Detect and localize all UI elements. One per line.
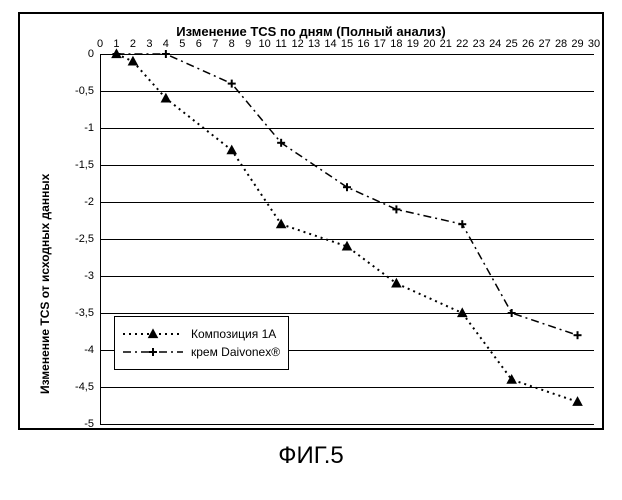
x-tick-label: 2	[130, 38, 136, 50]
x-tick-label: 18	[390, 38, 402, 50]
x-tick-label: 24	[489, 38, 501, 50]
legend-sample	[123, 327, 183, 341]
x-tick-label: 15	[341, 38, 353, 50]
x-tick-label: 28	[555, 38, 567, 50]
series-marker	[574, 331, 582, 339]
x-tick-label: 11	[275, 38, 286, 50]
figure-label: ФИГ.5	[0, 442, 622, 470]
gridline	[100, 91, 594, 92]
x-tick-label: 27	[538, 38, 550, 50]
series-marker	[128, 56, 139, 66]
x-tick-label: 8	[229, 38, 235, 50]
legend-row: Композиция 1А	[123, 327, 280, 341]
chart-frame: Изменение TCS по дням (Полный анализ) Из…	[18, 12, 604, 430]
x-tick-label: 12	[291, 38, 303, 50]
y-tick-label: -2,5	[75, 233, 94, 245]
y-tick-label: 0	[88, 48, 94, 60]
y-tick-label: -0,5	[75, 85, 94, 97]
x-tick-label: 22	[456, 38, 468, 50]
y-tick-label: -2	[84, 196, 94, 208]
legend-label: Композиция 1А	[191, 327, 276, 341]
y-tick-label: -3,5	[75, 307, 94, 319]
x-tick-label: 17	[374, 38, 386, 50]
gridline	[100, 387, 594, 388]
y-tick-label: -1,5	[75, 159, 94, 171]
x-tick-label: 14	[324, 38, 336, 50]
series-marker	[277, 139, 285, 147]
y-tick-label: -1	[84, 122, 94, 134]
series-line	[116, 54, 577, 335]
series-marker	[228, 80, 236, 88]
gridline	[100, 54, 594, 55]
x-tick-label: 10	[259, 38, 271, 50]
x-tick-label: 21	[440, 38, 452, 50]
y-tick-label: -4,5	[75, 381, 94, 393]
gridline	[100, 313, 594, 314]
y-axis-label: Изменение TCS от исходных данных	[38, 174, 52, 394]
y-tick-label: -3	[84, 270, 94, 282]
series-marker	[391, 278, 402, 288]
legend-row: крем Daivonex®	[123, 345, 280, 359]
x-tick-label: 13	[308, 38, 320, 50]
series-marker	[343, 183, 351, 191]
x-tick-label: 4	[163, 38, 169, 50]
gridline	[100, 276, 594, 277]
chart-title: Изменение TCS по дням (Полный анализ)	[20, 24, 602, 39]
gridline	[100, 239, 594, 240]
x-tick-label: 26	[522, 38, 534, 50]
x-tick-label: 25	[506, 38, 518, 50]
x-tick-label: 3	[146, 38, 152, 50]
gridline	[100, 424, 594, 425]
series-marker	[458, 220, 466, 228]
x-tick-label: 16	[357, 38, 369, 50]
x-tick-label: 1	[113, 38, 119, 50]
x-tick-label: 19	[407, 38, 419, 50]
x-tick-label: 0	[97, 38, 103, 50]
series-marker	[506, 374, 517, 384]
gridline	[100, 202, 594, 203]
gridline	[100, 128, 594, 129]
y-tick-label: -5	[84, 418, 94, 430]
x-tick-label: 30	[588, 38, 600, 50]
x-tick-label: 29	[571, 38, 583, 50]
legend-label: крем Daivonex®	[191, 345, 280, 359]
legend: Композиция 1А крем Daivonex®	[114, 316, 289, 370]
series-marker	[572, 396, 583, 406]
y-tick-label: -4	[84, 344, 94, 356]
x-tick-label: 6	[196, 38, 202, 50]
gridline	[100, 165, 594, 166]
x-tick-label: 5	[179, 38, 185, 50]
x-tick-label: 20	[423, 38, 435, 50]
series-marker	[392, 205, 400, 213]
series-marker	[161, 93, 172, 103]
legend-sample	[123, 345, 183, 359]
x-tick-label: 9	[245, 38, 251, 50]
x-tick-label: 7	[212, 38, 218, 50]
x-tick-label: 23	[473, 38, 485, 50]
